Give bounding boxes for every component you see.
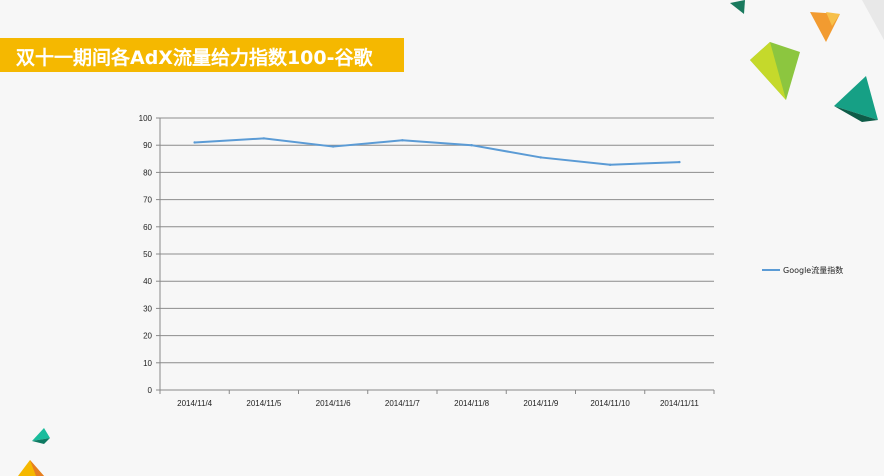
data-point <box>608 163 612 166</box>
y-tick-label: 20 <box>143 332 152 341</box>
data-point <box>678 160 681 164</box>
data-point <box>401 139 404 142</box>
x-tick-label: 2014/11/8 <box>454 399 490 408</box>
y-tick-label: 40 <box>143 277 152 286</box>
data-point <box>470 144 473 147</box>
x-tick-label: 2014/11/7 <box>385 399 421 408</box>
legend-label: Google流量指数 <box>783 265 843 275</box>
y-tick-label: 70 <box>143 196 152 205</box>
data-point <box>262 137 266 140</box>
slide-title-bar: 双十一期间各AdX流量给力指数100-谷歌 <box>0 38 404 72</box>
slide-title: 双十一期间各AdX流量给力指数100-谷歌 <box>16 47 373 69</box>
data-point <box>193 141 196 144</box>
legend: Google流量指数 <box>762 265 843 275</box>
series-line <box>194 137 680 166</box>
x-tick-label: 2014/11/9 <box>523 399 559 408</box>
series-layer <box>193 137 681 166</box>
y-axis-ticks: 0 10 20 30 40 50 60 70 80 90 100 <box>139 114 161 395</box>
y-tick-label: 50 <box>143 250 152 259</box>
x-tick-label: 2014/11/5 <box>246 399 282 408</box>
y-tick-label: 30 <box>143 304 152 313</box>
data-point <box>331 145 335 148</box>
x-axis: 2014/11/4 2014/11/5 2014/11/6 2014/11/7 2014… <box>159 390 715 408</box>
y-tick-label: 90 <box>143 141 152 150</box>
x-tick-label: 2014/11/10 <box>590 399 630 408</box>
gridlines <box>160 117 714 391</box>
x-tick-label: 2014/11/11 <box>660 399 699 408</box>
x-tick-label: 2014/11/6 <box>316 399 352 408</box>
y-tick-label: 60 <box>143 223 152 232</box>
data-point <box>539 156 543 159</box>
y-tick-label: 100 <box>139 114 153 123</box>
y-tick-label: 10 <box>143 359 152 368</box>
y-tick-label: 0 <box>148 386 153 395</box>
x-tick-label: 2014/11/4 <box>177 399 213 408</box>
y-tick-label: 80 <box>143 168 152 177</box>
